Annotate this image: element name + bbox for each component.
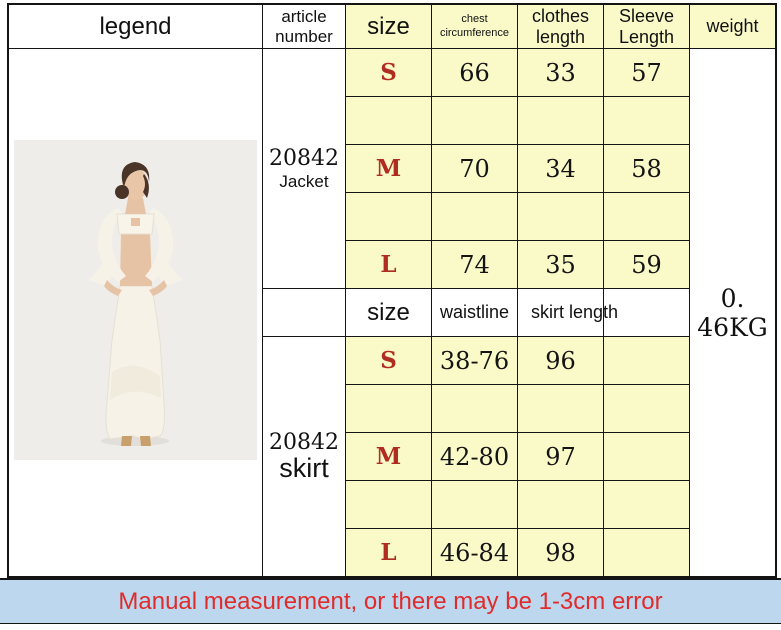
- skirt-length-header-cell: skirt length: [518, 289, 618, 336]
- empty-cell: [518, 385, 603, 432]
- empty-cell: [432, 481, 517, 528]
- product-photo: [14, 140, 257, 460]
- empty-cell: [518, 481, 603, 528]
- size-chart-table: legend article number size chest circumf…: [7, 3, 777, 578]
- empty-cell: [346, 385, 431, 432]
- empty-cell: [432, 97, 517, 144]
- skirt-s-length-cell: 96: [518, 337, 603, 384]
- empty-cell: [604, 193, 689, 240]
- size-header-cell: size: [346, 5, 431, 48]
- empty-cell: [346, 97, 431, 144]
- jacket-article-code: 20842: [269, 145, 339, 171]
- jacket-m-sleeve-length-cell: 58: [604, 145, 689, 192]
- empty-cell: [346, 481, 431, 528]
- empty-cell: [604, 529, 689, 576]
- jacket-size-l-cell: L: [346, 241, 431, 288]
- jacket-size-s-cell: S: [346, 49, 431, 96]
- legend-header-cell: legend: [9, 5, 262, 48]
- jacket-m-clothes-length-cell: 34: [518, 145, 603, 192]
- empty-cell: [604, 481, 689, 528]
- jacket-article-name: Jacket: [279, 171, 329, 191]
- article-number-header-cell: article number: [263, 5, 345, 48]
- jacket-m-chest-cell: 70: [432, 145, 517, 192]
- empty-cell: [604, 337, 689, 384]
- empty-cell: [604, 433, 689, 480]
- legend-cell: [9, 49, 262, 576]
- skirt-article-name: skirt: [279, 452, 329, 483]
- skirt-size-header-cell: size: [346, 289, 431, 336]
- jacket-l-sleeve-length-cell: 59: [604, 241, 689, 288]
- skirt-m-waistline-cell: 42-80: [432, 433, 517, 480]
- jacket-l-chest-cell: 74: [432, 241, 517, 288]
- skirt-size-s-cell: S: [346, 337, 431, 384]
- weight-value-cell: 0. 46KG: [690, 49, 775, 576]
- jacket-size-m-cell: M: [346, 145, 431, 192]
- skirt-l-waistline-cell: 46-84: [432, 529, 517, 576]
- clothes-length-header-cell: clothes length: [518, 5, 603, 48]
- skirt-l-length-cell: 98: [518, 529, 603, 576]
- empty-cell: [263, 289, 345, 336]
- skirt-s-waistline-cell: 38-76: [432, 337, 517, 384]
- weight-header-cell: weight: [690, 5, 775, 48]
- jacket-l-clothes-length-cell: 35: [518, 241, 603, 288]
- empty-cell: [432, 193, 517, 240]
- empty-cell: [604, 289, 689, 336]
- chest-circumference-header-cell: chest circumference: [432, 5, 517, 48]
- empty-cell: [604, 385, 689, 432]
- empty-cell: [346, 193, 431, 240]
- waistline-header-cell: waistline: [432, 289, 517, 336]
- article-skirt-cell: 20842 skirt: [263, 337, 345, 576]
- empty-cell: [518, 97, 603, 144]
- jacket-s-sleeve-length-cell: 57: [604, 49, 689, 96]
- sleeve-length-header-cell: Sleeve Length: [604, 5, 689, 48]
- empty-cell: [604, 97, 689, 144]
- skirt-article-code: 20842: [269, 429, 339, 455]
- skirt-size-l-cell: L: [346, 529, 431, 576]
- skirt-size-m-cell: M: [346, 433, 431, 480]
- empty-cell: [518, 193, 603, 240]
- skirt-m-length-cell: 97: [518, 433, 603, 480]
- jacket-s-chest-cell: 66: [432, 49, 517, 96]
- measurement-note-bar: Manual measurement, or there may be 1-3c…: [0, 578, 781, 624]
- measurement-note-text: Manual measurement, or there may be 1-3c…: [118, 587, 663, 615]
- article-jacket-cell: 20842 Jacket: [263, 49, 345, 288]
- jacket-s-clothes-length-cell: 33: [518, 49, 603, 96]
- empty-cell: [432, 385, 517, 432]
